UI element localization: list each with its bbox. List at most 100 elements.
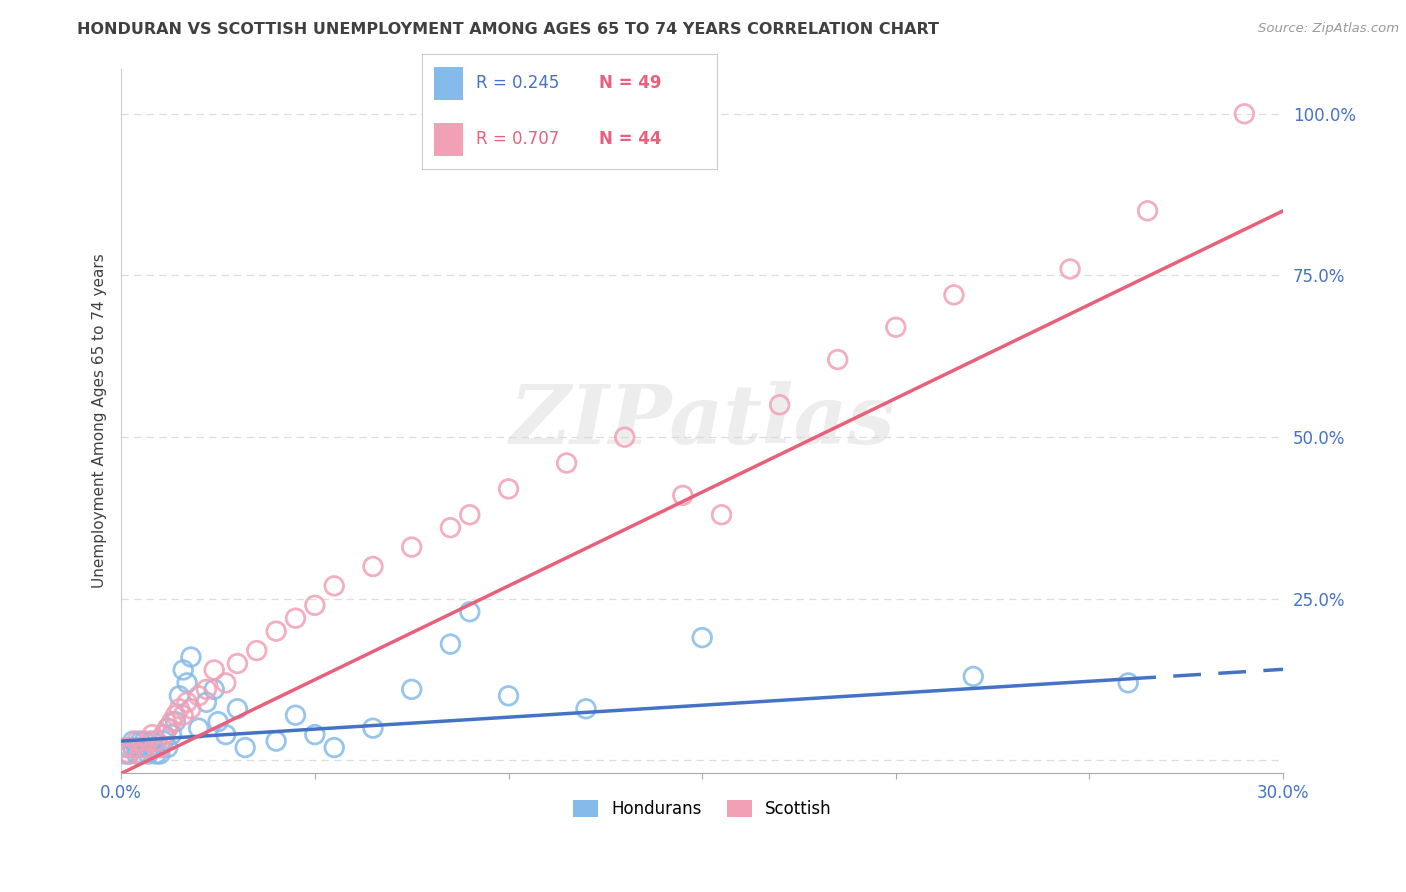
Text: Source: ZipAtlas.com: Source: ZipAtlas.com	[1258, 22, 1399, 36]
Point	[401, 540, 423, 554]
Point	[202, 663, 225, 677]
Point	[169, 702, 191, 716]
Point	[575, 702, 598, 716]
Point	[141, 734, 163, 748]
Point	[202, 682, 225, 697]
Text: R = 0.245: R = 0.245	[477, 74, 560, 92]
Point	[176, 695, 198, 709]
Point	[187, 689, 209, 703]
Point	[160, 714, 183, 729]
Point	[284, 708, 307, 723]
Point	[125, 747, 148, 761]
Point	[118, 747, 141, 761]
Point	[172, 663, 194, 677]
Point	[323, 579, 346, 593]
Point	[129, 734, 152, 748]
Point	[690, 631, 713, 645]
Point	[160, 728, 183, 742]
Point	[156, 740, 179, 755]
Point	[121, 740, 143, 755]
Point	[555, 456, 578, 470]
Point	[149, 747, 172, 761]
FancyBboxPatch shape	[433, 123, 463, 155]
Point	[153, 728, 176, 742]
Point	[176, 676, 198, 690]
Point	[129, 747, 152, 761]
Point	[207, 714, 229, 729]
Point	[172, 708, 194, 723]
Point	[439, 637, 461, 651]
Point	[165, 714, 187, 729]
Point	[180, 702, 202, 716]
Point	[710, 508, 733, 522]
Text: HONDURAN VS SCOTTISH UNEMPLOYMENT AMONG AGES 65 TO 74 YEARS CORRELATION CHART: HONDURAN VS SCOTTISH UNEMPLOYMENT AMONG …	[77, 22, 939, 37]
Text: ZIPatlas: ZIPatlas	[509, 381, 896, 461]
Point	[187, 721, 209, 735]
Point	[1136, 203, 1159, 218]
Point	[498, 482, 520, 496]
Point	[145, 747, 167, 761]
Point	[304, 599, 326, 613]
Point	[827, 352, 849, 367]
Point	[121, 740, 143, 755]
Point	[401, 682, 423, 697]
Point	[226, 702, 249, 716]
Text: N = 49: N = 49	[599, 74, 661, 92]
Point	[125, 734, 148, 748]
Point	[121, 734, 143, 748]
Point	[233, 740, 256, 755]
Point	[145, 734, 167, 748]
Point	[156, 721, 179, 735]
Point	[458, 605, 481, 619]
Point	[439, 521, 461, 535]
Point	[361, 559, 384, 574]
Point	[136, 747, 159, 761]
Point	[118, 747, 141, 761]
Point	[134, 734, 156, 748]
Point	[962, 669, 984, 683]
Legend: Hondurans, Scottish: Hondurans, Scottish	[567, 794, 838, 825]
Point	[165, 708, 187, 723]
Point	[153, 734, 176, 748]
Point	[498, 689, 520, 703]
Point	[458, 508, 481, 522]
Y-axis label: Unemployment Among Ages 65 to 74 years: Unemployment Among Ages 65 to 74 years	[93, 253, 107, 589]
Text: R = 0.707: R = 0.707	[477, 129, 560, 148]
Point	[215, 676, 238, 690]
Point	[264, 734, 287, 748]
Point	[149, 740, 172, 755]
Point	[180, 650, 202, 665]
Point	[613, 430, 636, 444]
Point	[145, 734, 167, 748]
Text: N = 44: N = 44	[599, 129, 661, 148]
Point	[284, 611, 307, 625]
Point	[246, 643, 269, 657]
Point	[136, 740, 159, 755]
Point	[141, 728, 163, 742]
Point	[149, 740, 172, 755]
Point	[114, 747, 136, 761]
Point	[136, 734, 159, 748]
Point	[304, 728, 326, 742]
Point	[156, 721, 179, 735]
Point	[195, 695, 218, 709]
Point	[195, 682, 218, 697]
Point	[125, 740, 148, 755]
Point	[1233, 107, 1256, 121]
Point	[169, 689, 191, 703]
Point	[226, 657, 249, 671]
Point	[134, 740, 156, 755]
Point	[141, 740, 163, 755]
Point	[884, 320, 907, 334]
Point	[323, 740, 346, 755]
Point	[264, 624, 287, 639]
Point	[769, 398, 792, 412]
Point	[215, 728, 238, 742]
Point	[942, 288, 965, 302]
FancyBboxPatch shape	[433, 68, 463, 100]
Point	[153, 728, 176, 742]
Point	[118, 740, 141, 755]
Point	[1116, 676, 1139, 690]
Point	[672, 488, 695, 502]
Point	[134, 740, 156, 755]
